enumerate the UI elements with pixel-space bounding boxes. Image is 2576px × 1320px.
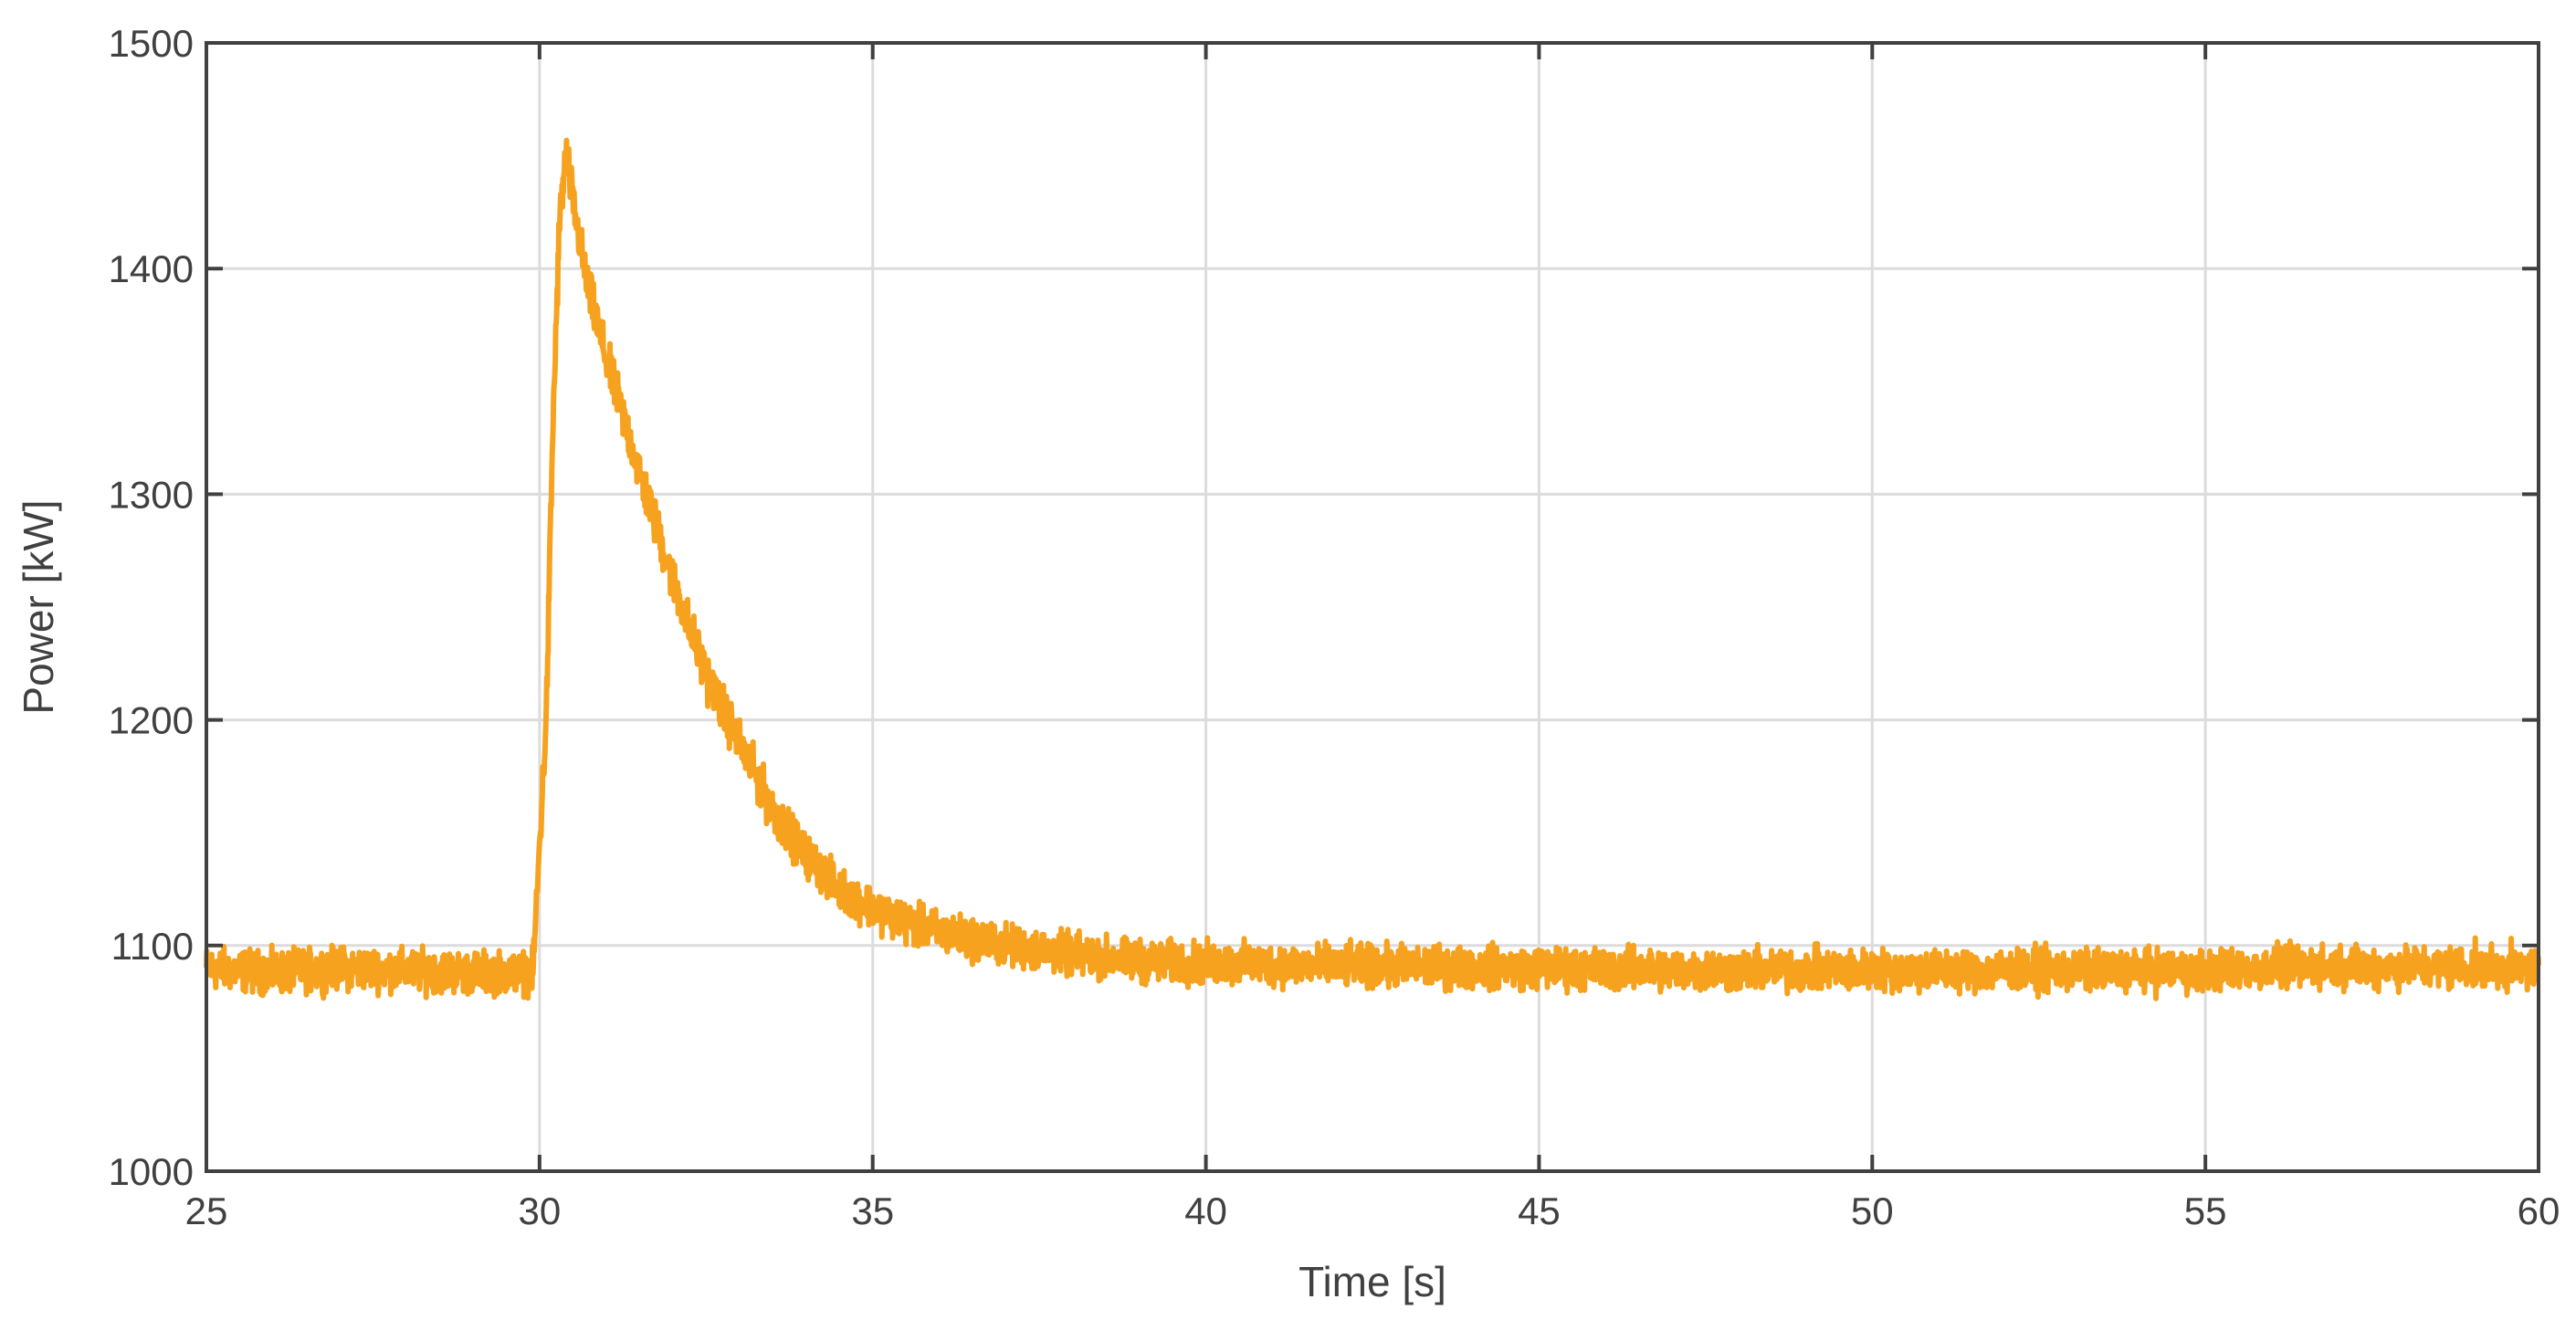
x-tick-label: 45 — [1518, 1189, 1561, 1232]
y-tick-label: 1200 — [109, 699, 194, 742]
y-tick-label: 1100 — [111, 925, 194, 968]
y-tick-label: 1500 — [109, 22, 194, 65]
power-series-line — [204, 137, 2541, 1001]
x-tick-label: 55 — [2184, 1189, 2227, 1232]
y-tick-label: 1000 — [109, 1150, 194, 1193]
plot-frame — [205, 41, 2540, 1173]
x-tick-label: 25 — [185, 1189, 228, 1232]
series-layer — [204, 137, 2541, 1001]
y-tick-label: 1400 — [109, 247, 194, 290]
x-tick-label: 30 — [518, 1189, 561, 1232]
x-axis-label: Time [s] — [1299, 1258, 1446, 1305]
y-tick-labels: 1000 1100 1200 1300 1400 1500 — [109, 22, 194, 1193]
tick-marks — [205, 41, 2540, 1173]
x-tick-label: 50 — [1851, 1189, 1894, 1232]
x-tick-label: 35 — [851, 1189, 894, 1232]
x-tick-label: 40 — [1184, 1189, 1227, 1232]
y-tick-label: 1300 — [109, 473, 194, 516]
grid-lines — [206, 43, 2539, 1171]
y-axis-label: Power [kW] — [15, 499, 62, 714]
x-tick-labels: 25 30 35 40 45 50 55 60 — [185, 1189, 2560, 1232]
x-tick-label: 60 — [2518, 1189, 2560, 1232]
